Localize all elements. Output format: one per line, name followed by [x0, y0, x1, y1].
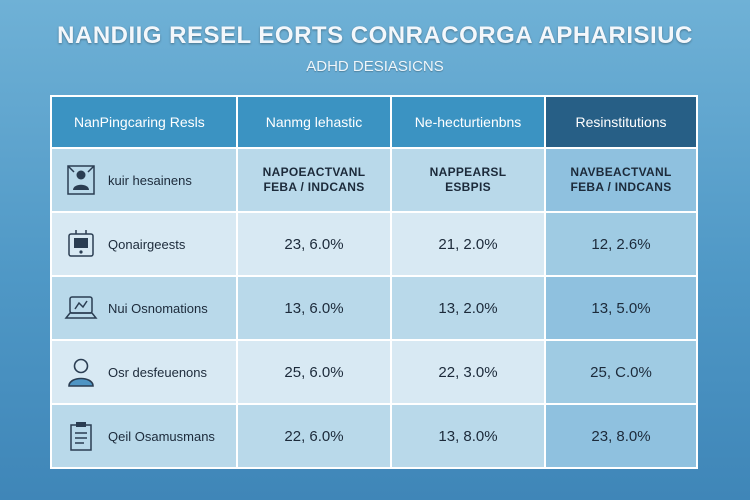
row-label: Qeil Osamusmans	[108, 428, 215, 444]
column-header: Resinstitutions	[544, 95, 698, 149]
cell-text: 23, 6.0%	[284, 235, 344, 253]
row-label: Osr desfeuenons	[108, 364, 208, 380]
table-cell: 25, C.0%	[544, 339, 698, 405]
cell-text: 23, 8.0%	[591, 427, 651, 445]
table-row: Osr desfeuenons 25, 6.0% 22, 3.0% 25, C.…	[50, 339, 698, 405]
table-row: Qonairgeests 23, 6.0% 21, 2.0% 12, 2.6%	[50, 211, 698, 277]
phone-icon	[68, 230, 94, 257]
page-subtitle: ADHD DESIASICNS	[306, 58, 444, 75]
table-cell: 12, 2.6%	[544, 211, 698, 277]
cell-text: 13, 2.0%	[438, 299, 498, 317]
table-cell: NAPOEACTVANL FEBA / INDCANS	[236, 147, 392, 213]
table-row: Qeil Osamusmans 22, 6.0% 13, 8.0% 23, 8.…	[50, 403, 698, 469]
row-header-cell: Qeil Osamusmans	[50, 403, 238, 469]
table-cell: 22, 3.0%	[390, 339, 546, 405]
cell-text: 12, 2.6%	[591, 235, 651, 253]
table-cell: 13, 8.0%	[390, 403, 546, 469]
column-header: Nanmg lehastic	[236, 95, 392, 149]
row-header-cell: Osr desfeuenons	[50, 339, 238, 405]
page-title: NANDIIG RESEL EORTS CONRACORGA APHARISIU…	[57, 22, 693, 49]
cell-text: 13, 5.0%	[591, 299, 651, 317]
cell-text: 13, 6.0%	[284, 299, 344, 317]
table-cell: NAVBEACTVANL FEBA / INDCANS	[544, 147, 698, 213]
cell-text: NAVBEACTVANL FEBA / INDCANS	[570, 165, 672, 194]
user-icon	[68, 358, 94, 387]
data-table: NanPingcaring Resls Nanmg lehastic Ne-he…	[50, 95, 698, 469]
cell-text: 25, C.0%	[590, 363, 652, 381]
table-cell: 23, 8.0%	[544, 403, 698, 469]
table-cell: 13, 6.0%	[236, 275, 392, 341]
table-cell: 13, 2.0%	[390, 275, 546, 341]
cell-text: 21, 2.0%	[438, 235, 498, 253]
table-cell: 13, 5.0%	[544, 275, 698, 341]
table-row: Nui Osnomations 13, 6.0% 13, 2.0% 13, 5.…	[50, 275, 698, 341]
row-header-cell: kuir hesainens	[50, 147, 238, 213]
table-cell: 25, 6.0%	[236, 339, 392, 405]
clipboard-icon	[70, 422, 92, 451]
table-cell: 21, 2.0%	[390, 211, 546, 277]
cell-text: 25, 6.0%	[284, 363, 344, 381]
column-header: Ne-hecturtienbns	[390, 95, 546, 149]
table-header-row: NanPingcaring Resls Nanmg lehastic Ne-he…	[50, 95, 698, 149]
row-label: Qonairgeests	[108, 236, 186, 252]
cell-text: 22, 3.0%	[438, 363, 498, 381]
row-header-cell: Qonairgeests	[50, 211, 238, 277]
table-cell: 22, 6.0%	[236, 403, 392, 469]
row-header-cell: Nui Osnomations	[50, 275, 238, 341]
laptop-icon	[64, 296, 98, 319]
row-label: kuir hesainens	[108, 172, 192, 188]
cell-text: NAPPEARSL ESBPIS	[429, 165, 507, 194]
column-header: NanPingcaring Resls	[50, 95, 238, 149]
table-row: kuir hesainens NAPOEACTVANL FEBA / INDCA…	[50, 147, 698, 213]
person-icon	[67, 165, 95, 195]
row-label: Nui Osnomations	[108, 300, 208, 316]
table-cell: 23, 6.0%	[236, 211, 392, 277]
cell-text: 13, 8.0%	[438, 427, 498, 445]
table-cell: NAPPEARSL ESBPIS	[390, 147, 546, 213]
cell-text: NAPOEACTVANL FEBA / INDCANS	[262, 165, 366, 194]
cell-text: 22, 6.0%	[284, 427, 344, 445]
